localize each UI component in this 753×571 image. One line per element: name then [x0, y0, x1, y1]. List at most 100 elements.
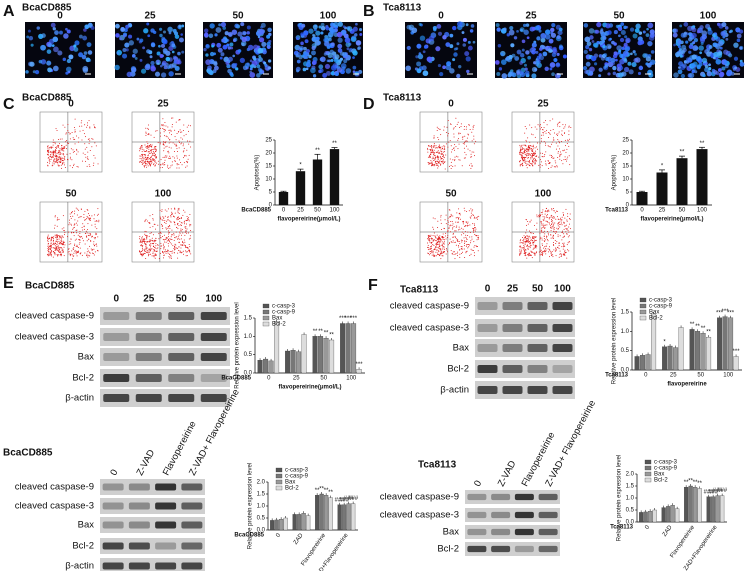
event-dot	[550, 225, 551, 226]
event-dot	[180, 132, 181, 133]
event-dot	[184, 223, 185, 224]
event-dot	[556, 248, 557, 249]
event-dot	[146, 151, 147, 152]
nucleus	[688, 51, 691, 54]
nucleus	[355, 23, 358, 26]
event-dot	[533, 249, 534, 250]
nucleus	[496, 72, 500, 76]
protein-label: β-actin	[440, 385, 469, 396]
event-dot	[462, 252, 463, 253]
event-dot	[147, 128, 148, 129]
event-dot	[93, 244, 94, 245]
event-dot	[61, 168, 62, 169]
event-dot	[174, 151, 175, 152]
blot-band	[478, 302, 498, 310]
event-dot	[529, 160, 530, 161]
event-dot	[535, 245, 536, 246]
event-dot	[153, 249, 154, 250]
event-dot	[532, 161, 533, 162]
event-dot	[443, 156, 444, 157]
event-dot	[160, 248, 161, 249]
event-dot	[474, 255, 475, 256]
nucleus	[203, 48, 206, 51]
event-dot	[169, 147, 170, 148]
nucleus	[737, 34, 742, 39]
bar	[318, 336, 323, 373]
event-dot	[440, 258, 441, 259]
event-dot	[47, 162, 48, 163]
dose-label: 0	[448, 99, 454, 110]
nucleus	[501, 53, 504, 56]
nucleus	[171, 41, 174, 44]
event-dot	[62, 249, 63, 250]
event-dot	[180, 137, 181, 138]
event-dot	[189, 246, 190, 247]
nucleus	[313, 24, 318, 29]
event-dot	[433, 151, 434, 152]
event-dot	[58, 245, 59, 246]
event-dot	[147, 220, 148, 221]
nucleus	[315, 31, 320, 36]
event-dot	[442, 248, 443, 249]
event-dot	[176, 218, 177, 219]
event-dot	[166, 239, 167, 240]
event-dot	[569, 155, 570, 156]
event-dot	[442, 154, 443, 155]
event-dot	[76, 239, 77, 240]
event-dot	[522, 153, 523, 154]
event-dot	[556, 232, 557, 233]
event-dot	[533, 248, 534, 249]
blot-band	[168, 353, 194, 361]
event-dot	[558, 153, 559, 154]
event-dot	[470, 217, 471, 218]
nucleus	[37, 26, 40, 29]
event-dot	[461, 123, 462, 124]
dose-label: 50	[445, 189, 457, 200]
event-dot	[556, 134, 557, 135]
nucleus	[527, 56, 531, 60]
event-dot	[144, 249, 145, 250]
event-dot	[57, 160, 58, 161]
event-dot	[452, 221, 453, 222]
event-dot	[165, 239, 166, 240]
nucleus	[340, 51, 344, 55]
event-dot	[165, 141, 166, 142]
nucleus	[150, 28, 154, 32]
event-dot	[439, 146, 440, 147]
event-dot	[457, 241, 458, 242]
event-dot	[87, 233, 88, 234]
event-dot	[536, 215, 537, 216]
nucleus	[498, 44, 501, 47]
event-dot	[62, 149, 63, 150]
nucleus	[328, 59, 331, 62]
event-dot	[97, 236, 98, 237]
event-dot	[48, 150, 49, 151]
cell-line: BcaCD885	[22, 93, 72, 104]
event-dot	[430, 236, 431, 237]
event-dot	[453, 129, 454, 130]
event-dot	[51, 250, 52, 251]
nucleus	[248, 45, 254, 51]
event-dot	[473, 228, 474, 229]
nucleus	[456, 74, 460, 78]
nucleus	[453, 52, 457, 56]
event-dot	[442, 246, 443, 247]
nucleus	[607, 72, 610, 75]
event-dot	[472, 166, 473, 167]
nucleus	[637, 40, 642, 45]
nucleus	[466, 70, 469, 73]
event-dot	[436, 165, 437, 166]
nucleus	[258, 55, 261, 58]
event-dot	[166, 136, 167, 137]
dose-label: 25	[144, 11, 156, 22]
event-dot	[469, 224, 470, 225]
y-tick-label: 1.5	[257, 492, 266, 498]
nucleus	[84, 24, 89, 29]
blot-band	[528, 324, 548, 332]
nucleus	[725, 26, 729, 30]
flow-plot	[512, 202, 574, 262]
event-dot	[527, 221, 528, 222]
event-dot	[172, 253, 173, 254]
nucleus	[167, 27, 173, 33]
event-dot	[532, 243, 533, 244]
